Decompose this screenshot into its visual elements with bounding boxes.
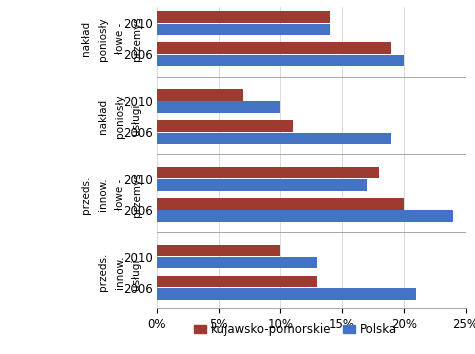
Text: innow.: innow. xyxy=(98,178,108,211)
Bar xyxy=(157,198,404,210)
Bar xyxy=(157,120,293,132)
Bar xyxy=(157,167,379,178)
Text: przeds.: przeds. xyxy=(81,175,91,213)
Legend: kujawsko-pomorskie, Polska: kujawsko-pomorskie, Polska xyxy=(190,319,402,341)
Text: przemys: przemys xyxy=(132,172,142,217)
Text: przeds.: przeds. xyxy=(98,253,108,291)
Bar xyxy=(157,101,280,113)
Bar xyxy=(157,179,367,191)
Text: nakład: nakład xyxy=(81,21,91,56)
Bar xyxy=(157,133,391,144)
Bar xyxy=(157,89,243,101)
Text: usługi -: usługi - xyxy=(132,253,142,291)
Bar xyxy=(157,55,404,66)
Bar xyxy=(157,257,317,268)
Bar xyxy=(157,288,416,300)
Bar xyxy=(157,276,317,287)
Bar xyxy=(157,24,330,35)
Text: innow.: innow. xyxy=(114,256,125,289)
Text: łowe -: łowe - xyxy=(114,179,125,210)
Text: nakład: nakład xyxy=(98,99,108,134)
Bar xyxy=(157,11,330,23)
Text: poniosły: poniosły xyxy=(114,95,125,138)
Text: łowe -: łowe - xyxy=(114,23,125,55)
Bar xyxy=(157,42,391,54)
Text: usługi -: usługi - xyxy=(132,97,142,136)
Bar xyxy=(157,245,280,256)
Text: poniosły: poniosły xyxy=(98,17,108,61)
Text: przemys: przemys xyxy=(132,17,142,61)
Bar xyxy=(157,210,453,222)
